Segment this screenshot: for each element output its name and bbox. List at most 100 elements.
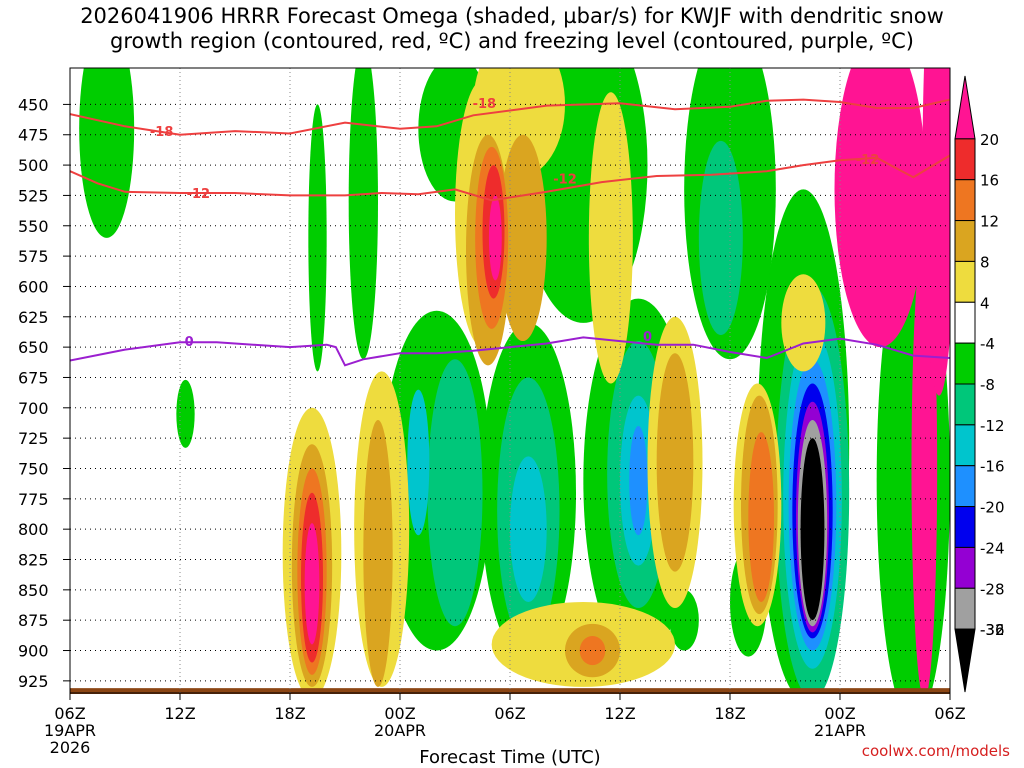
colorbar-band: [954, 138, 976, 181]
omega-region-1: [308, 104, 327, 372]
colorbar-label: 16: [980, 172, 999, 190]
omega-region-0: [79, 68, 135, 238]
colorbar-label: 8: [980, 253, 990, 271]
contour-m18: [70, 98, 950, 136]
omega-region-48: [579, 635, 606, 666]
colorbar-label: -16: [980, 458, 1005, 476]
y-tick-label: 725: [18, 429, 49, 448]
contour-0: [70, 336, 950, 367]
omega-region-2: [348, 68, 378, 360]
contour-label: -12: [856, 153, 880, 168]
y-tick-label: 800: [18, 520, 49, 539]
y-tick-label: 650: [18, 338, 49, 357]
x-tick-label: 12Z: [604, 704, 635, 723]
colorbar-label: -36: [980, 621, 1005, 639]
omega-region-37: [781, 274, 826, 372]
colorbar-top-arrow: [954, 75, 976, 140]
colorbar-band: [954, 506, 976, 548]
contour-m12: [70, 154, 950, 202]
omega-region-47: [748, 432, 775, 602]
colorbar-label: 20: [980, 131, 999, 149]
colorbar-label: -20: [980, 499, 1005, 517]
chart-title: 2026041906 HRRR Forecast Omega (shaded, …: [80, 4, 944, 53]
colorbar-band: [954, 260, 976, 303]
omega-region-3: [176, 379, 195, 448]
colorbar-band: [954, 424, 976, 467]
omega-region-22: [407, 389, 430, 536]
x-tick-label: 06Z: [54, 704, 85, 723]
colorbar-band: [954, 220, 976, 262]
colorbar-label: -8: [980, 376, 995, 394]
colorbar: 20 16 12 8 4 -4 -8 -12 -16 -20 -24 -28 -32-36: [954, 75, 1005, 693]
colorbar-band: [954, 342, 976, 385]
colorbar-band: [954, 301, 976, 344]
colorbar-band: [954, 383, 976, 426]
y-tick-label: 575: [18, 247, 49, 266]
omega-region-19: [509, 456, 547, 602]
y-tick-label: 625: [18, 308, 49, 327]
x-tick-label: 00Z: [824, 704, 855, 723]
x-tick-label: 06Z: [934, 704, 965, 723]
omega-region-42: [363, 419, 393, 687]
x-tick-label: 12Z: [164, 704, 195, 723]
credit-link[interactable]: coolwx.com/models: [861, 742, 1010, 760]
shaded-omega: [79, 68, 950, 693]
ground-strip: [70, 688, 950, 694]
x-tick-label: 2026: [50, 738, 91, 757]
y-tick-label: 775: [18, 490, 49, 509]
colorbar-band: [954, 179, 976, 222]
omega-region-52: [488, 195, 502, 281]
x-axis-title: Forecast Time (UTC): [419, 747, 601, 768]
omega-region-53: [834, 68, 927, 348]
colorbar-label: 4: [980, 294, 990, 312]
colorbar-label: 12: [980, 213, 999, 231]
y-tick-label: 450: [18, 95, 49, 114]
contour-label: 0: [185, 335, 194, 350]
y-tick-label: 700: [18, 399, 49, 418]
omega-region-43: [656, 353, 694, 572]
omega-region-24: [629, 426, 648, 536]
colorbar-bottom-arrow: [954, 628, 976, 693]
x-tick-label: 00Z: [384, 704, 415, 723]
contour-lines: [70, 98, 950, 367]
y-tick-label: 675: [18, 368, 49, 387]
x-tick-label: 18Z: [714, 704, 745, 723]
y-tick-label: 900: [18, 642, 49, 661]
colorbar-band: [954, 546, 976, 589]
omega-region-40: [498, 134, 547, 342]
y-tick-label: 750: [18, 459, 49, 478]
omega-region-28: [800, 438, 825, 621]
omega-region-33: [588, 92, 633, 384]
contour-label: 0: [643, 330, 652, 345]
contour-label: -18: [150, 125, 174, 140]
y-tick-label: 925: [18, 672, 49, 691]
omega-region-18: [698, 140, 743, 335]
contour-label: -18: [473, 97, 497, 112]
colorbar-band: [954, 587, 976, 630]
y-tick-label: 475: [18, 126, 49, 145]
y-tick-label: 550: [18, 217, 49, 236]
y-tick-label: 875: [18, 611, 49, 630]
omega-region-51: [304, 523, 320, 645]
y-tick-label: 525: [18, 186, 49, 205]
x-tick-label: 20APR: [374, 721, 426, 740]
colorbar-label: -24: [980, 539, 1005, 557]
y-tick-label: 500: [18, 156, 49, 175]
y-tick-label: 825: [18, 551, 49, 570]
colorbar-label: -32: [980, 621, 1005, 639]
x-tick-label: 19APR: [44, 721, 96, 740]
colorbar-label: -12: [980, 417, 1005, 435]
y-tick-label: 850: [18, 581, 49, 600]
contour-label: -12: [187, 187, 211, 202]
y-tick-label: 600: [18, 277, 49, 296]
x-tick-label: 06Z: [494, 704, 525, 723]
colorbar-band: [954, 465, 976, 508]
contour-label: -12: [553, 172, 577, 187]
omega-region-14: [427, 359, 483, 627]
x-tick-label: 21APR: [814, 721, 866, 740]
x-tick-label: 18Z: [274, 704, 305, 723]
omega-region-55: [922, 68, 950, 396]
colorbar-label: -28: [980, 580, 1005, 598]
colorbar-label: -4: [980, 335, 995, 353]
